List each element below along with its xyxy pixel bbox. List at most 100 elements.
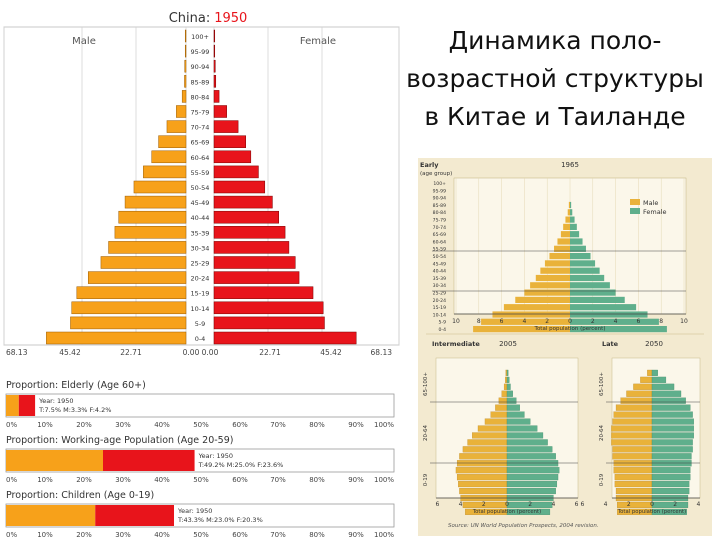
proportion-female-segment bbox=[95, 505, 175, 526]
china-age-label: 95-99 bbox=[191, 48, 210, 56]
thai-early-male-bar bbox=[503, 304, 570, 311]
thai-early-tick-label: 8 bbox=[477, 318, 481, 325]
china-x-tick-label: 0.00 bbox=[183, 348, 200, 357]
china-age-label: 80-84 bbox=[191, 93, 210, 101]
thai-intermediate-female-bar bbox=[506, 439, 548, 446]
thai-late-male-bar bbox=[640, 376, 653, 383]
slide-title-line-1: Динамика поло- bbox=[448, 26, 662, 55]
thai-late-female-bar bbox=[651, 453, 692, 460]
thai-late-side-label: 0-19 bbox=[599, 473, 605, 486]
china-male-bar bbox=[114, 226, 187, 239]
thai-late-male-bar bbox=[612, 446, 653, 453]
thai-late-male-bar bbox=[611, 432, 653, 439]
china-age-label: 15-19 bbox=[191, 290, 210, 298]
thai-late-male-bar bbox=[612, 453, 653, 460]
china-x-tick-label: 0.00 bbox=[202, 348, 219, 357]
china-age-label: 100+ bbox=[191, 33, 209, 41]
thai-early-year: 1965 bbox=[561, 161, 579, 169]
thai-legend-male-label: Male bbox=[643, 199, 658, 207]
china-age-label: 10-14 bbox=[191, 305, 210, 313]
thai-intermediate-female-bar bbox=[506, 467, 560, 474]
thai-intermediate-female-bar bbox=[506, 369, 509, 376]
proportion-tick-label: 90% bbox=[348, 531, 364, 539]
china-male-label: Male bbox=[72, 36, 96, 47]
proportion-tick-label: 60% bbox=[232, 421, 248, 429]
thai-early-tick-label: 10 bbox=[452, 318, 460, 325]
thai-early-age-label: 45-49 bbox=[433, 261, 446, 267]
thai-late-side-label: 20-64 bbox=[599, 425, 605, 441]
thai-late-x-label: Total population (percent) bbox=[617, 509, 686, 515]
china-x-tick-label: 22.71 bbox=[120, 348, 142, 357]
thai-early-tick-label: 10 bbox=[680, 318, 688, 325]
thai-early-female-bar bbox=[570, 216, 575, 223]
thai-early-age-label: 50-54 bbox=[433, 254, 446, 260]
thai-early-tick-label: 4 bbox=[614, 318, 618, 325]
thai-late-male-bar bbox=[613, 467, 653, 474]
china-male-bar bbox=[87, 271, 187, 284]
thai-late-male-bar bbox=[615, 404, 653, 411]
thai-early-female-bar bbox=[570, 289, 616, 296]
thai-source: Source: UN World Population Prospects, 2… bbox=[448, 523, 599, 529]
thai-early-female-bar bbox=[570, 231, 580, 238]
china-age-label: 30-34 bbox=[191, 244, 210, 252]
thai-intermediate-stage-label: Intermediate bbox=[432, 340, 480, 348]
thai-late-male-bar bbox=[614, 481, 653, 488]
thai-intermediate-tick-label: 2 bbox=[482, 501, 486, 508]
china-female-bar bbox=[213, 286, 314, 299]
thai-intermediate-female-bar bbox=[506, 501, 553, 508]
proportion-tick-label: 100% bbox=[374, 531, 394, 539]
china-female-bar bbox=[213, 195, 273, 209]
thai-intermediate-male-bar bbox=[477, 425, 508, 432]
china-female-bar bbox=[213, 165, 259, 179]
thai-early-male-bar bbox=[481, 318, 570, 325]
proportion-tick-label: 40% bbox=[154, 476, 170, 484]
thai-intermediate-female-bar bbox=[506, 411, 525, 418]
thai-late-side-label: 65-100+ bbox=[599, 372, 605, 396]
china-female-bar bbox=[213, 271, 300, 284]
china-male-bar bbox=[118, 210, 187, 224]
thai-early-male-bar bbox=[530, 282, 570, 289]
thai-intermediate-female-bar bbox=[506, 508, 551, 515]
thai-intermediate-year: 2005 bbox=[499, 340, 517, 348]
thai-intermediate-tick-label: 2 bbox=[528, 501, 532, 508]
thai-early-male-bar bbox=[540, 267, 570, 274]
thai-late-male-bar bbox=[612, 418, 653, 425]
thai-early-female-bar bbox=[570, 311, 648, 318]
proportion-year: Year: 1950 bbox=[38, 397, 73, 405]
thai-early-age-label: 15-19 bbox=[433, 305, 446, 311]
thai-intermediate-male-bar bbox=[455, 467, 508, 474]
china-x-tick-label: 45.42 bbox=[320, 348, 342, 357]
thai-late-female-bar bbox=[651, 411, 693, 418]
china-male-bar bbox=[176, 105, 187, 118]
thai-early-tick-label: 8 bbox=[659, 318, 663, 325]
china-age-label: 20-24 bbox=[191, 275, 210, 283]
thai-intermediate-female-bar bbox=[506, 425, 538, 432]
china-female-bar bbox=[213, 316, 325, 330]
proportion-tick-label: 30% bbox=[115, 421, 131, 429]
proportion-tick-label: 10% bbox=[37, 421, 53, 429]
proportion-tick-label: 70% bbox=[270, 476, 286, 484]
thai-intermediate-male-bar bbox=[456, 474, 508, 481]
proportion-tick-label: 30% bbox=[115, 476, 131, 484]
proportion-title: Proportion: Children (Age 0-19) bbox=[6, 490, 154, 501]
thai-intermediate-male-bar bbox=[501, 390, 508, 397]
thai-age-group-label: (age group) bbox=[420, 171, 452, 177]
thai-early-male-bar bbox=[567, 209, 570, 216]
proportion-year: Year: 1950 bbox=[198, 452, 233, 460]
thai-late-female-bar bbox=[651, 383, 675, 390]
china-female-bar bbox=[213, 90, 220, 103]
thai-early-age-label: 85-89 bbox=[433, 203, 446, 209]
thai-early-female-bar bbox=[570, 209, 573, 216]
thai-late-male-bar bbox=[617, 501, 653, 508]
proportion-year: Year: 1950 bbox=[177, 507, 212, 515]
china-age-label: 65-69 bbox=[191, 139, 210, 147]
proportion-values: T:49.2% M:25.0% F:23.6% bbox=[198, 461, 284, 469]
china-female-bar bbox=[213, 120, 239, 133]
thai-late-male-bar bbox=[633, 383, 653, 390]
thai-intermediate-male-bar bbox=[505, 369, 508, 376]
thai-intermediate-tick-label: 4 bbox=[459, 501, 463, 508]
thai-late-male-bar bbox=[647, 369, 653, 376]
proportion-tick-label: 80% bbox=[309, 421, 325, 429]
thai-intermediate-male-bar bbox=[458, 481, 508, 488]
